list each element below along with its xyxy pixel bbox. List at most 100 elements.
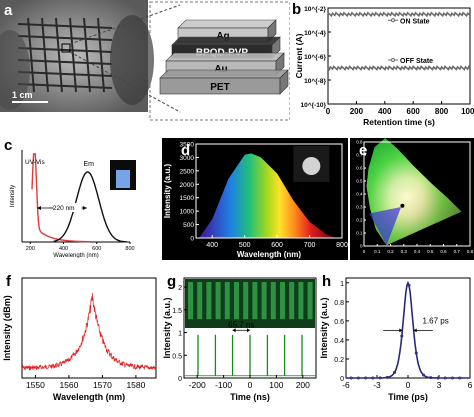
panel-e: 0 0.1 0.2 0.3 0.4 0.5 0.6 0.7 0.8 0 0.1 0.2 0.3 0.4 0.… (350, 138, 474, 260)
x-tick-label: -6 (342, 380, 350, 390)
panel-c: 200 400 600 800 Wavelength (nm) Intensity UV-V… (0, 138, 150, 259)
legend-marker (391, 18, 395, 23)
fwhm-arrow-left-head (399, 328, 403, 333)
chart-h: -6 -3 0 3 6 0 0.2 0.4 0.6 0.8 1 Time (ps) Intensity … (319, 277, 473, 402)
data-point (371, 376, 375, 380)
x-tick-label: 1580 (126, 380, 145, 390)
layer-stack: AgBPQD-PVPAuPET (159, 19, 289, 95)
x-tick-label: 1550 (26, 380, 45, 390)
legend-label: ON State (400, 18, 430, 25)
inset-pulse (307, 282, 313, 320)
panel-label-h: h (322, 273, 332, 290)
x-tick-label: 700 (304, 242, 316, 249)
electrode-line-vertical (69, 17, 77, 93)
y-tick-label: 0 (190, 236, 194, 243)
series-em (53, 171, 127, 243)
x-tick-label: -200 (189, 380, 206, 390)
data-point (443, 376, 447, 380)
panel-label-e: e (359, 142, 368, 159)
y-tick-label: 0.2 (356, 218, 363, 223)
panel-label-g: g (167, 273, 177, 290)
y-axis-label: Intensity (10, 185, 16, 207)
stack-frame (149, 1, 291, 121)
inset-pulse (188, 282, 193, 320)
x-tick-label: 0.7 (454, 249, 461, 254)
y-axis-label: Intensity (a.u.) (163, 164, 172, 219)
plot-frame (195, 143, 343, 239)
inset-pulse (197, 282, 203, 320)
electrode-line-horizontal (17, 83, 113, 89)
chart-e: 0 0.1 0.2 0.3 0.4 0.5 0.6 0.7 0.8 0 0.1 0.2 0.3 0.4 0.… (350, 138, 474, 260)
y-tick-label: 0.6 (334, 319, 344, 326)
inset-pulse (215, 282, 221, 320)
layer-label: PET (210, 82, 229, 93)
annotation-em: Em (83, 161, 94, 168)
shift-arrow-head-right (82, 206, 87, 210)
data-point (422, 373, 426, 377)
x-tick-label: 0.1 (374, 249, 381, 254)
series-on (327, 11, 471, 18)
plot-frame (345, 277, 471, 379)
inset-pulse (289, 282, 295, 320)
y-tick-label: 0 (360, 244, 363, 249)
x-tick-label: 200 (26, 246, 35, 252)
y-tick-label: 0.1 (356, 231, 363, 236)
annotation-shift: ~220 nm (49, 205, 74, 212)
y-tick-label: 0.6 (356, 166, 363, 171)
data-point (356, 376, 360, 380)
data-point (414, 351, 418, 355)
layer-top-face (171, 36, 281, 46)
data-point (385, 375, 389, 379)
electrode-line-vertical (97, 17, 105, 93)
chart-d: 400 500 600 700 800 0 500 1000 1500 2000 2500 3000 3… (162, 138, 348, 260)
y-tick-label: 2500 (180, 168, 195, 175)
x-tick-label: 400 (378, 107, 392, 116)
chart-c: 200 400 600 800 Wavelength (nm) Intensity UV-V… (10, 150, 136, 259)
glove-right (110, 15, 154, 105)
x-tick-label: 800 (336, 242, 348, 249)
series-off (327, 65, 471, 71)
data-point (400, 334, 404, 338)
y-tick-label: 1 (178, 331, 182, 338)
electrode-line-horizontal (17, 59, 113, 65)
legend-marker (391, 58, 395, 62)
x-tick-label: 0 (326, 107, 331, 116)
y-tick-label: 10^{-4} (304, 29, 326, 37)
fwhm-label: 1.67 ps (422, 316, 448, 325)
y-tick-label: 0.8 (334, 300, 344, 307)
x-tick-label: 600 (92, 246, 101, 252)
y-tick-label: 0 (178, 376, 182, 383)
y-tick-label: 0.2 (334, 357, 344, 364)
period-arrow-head-left (232, 328, 236, 333)
y-tick-label: 0.8 (356, 140, 363, 145)
data-point (407, 283, 411, 287)
inset-pulse (234, 282, 239, 320)
x-tick-label: 3 (437, 380, 442, 390)
layer-side-face (279, 69, 289, 95)
electrode-line-horizontal (17, 71, 113, 77)
x-tick-label: 200 (350, 107, 364, 116)
y-tick-label: 0.5 (356, 179, 363, 184)
series-uv-vis (31, 153, 91, 243)
data-point (378, 376, 382, 380)
electrode-line-vertical (55, 17, 63, 93)
panel-g: 65.7 ns -200 -100 0 100 200 0 0.5 1 1.5 2 Time (ns)… (162, 272, 320, 412)
spectrum-trace (21, 292, 157, 371)
shift-arrow-head-left (36, 206, 41, 210)
inset-pulse (280, 282, 285, 320)
y-tick-label: 2 (178, 285, 182, 292)
zoom-box (61, 43, 71, 53)
layer-top-face (159, 69, 289, 79)
y-tick-label: 1.5 (172, 308, 182, 315)
panel-d: 400 500 600 700 800 0 500 1000 1500 2000 2500 3000 3… (162, 138, 348, 260)
x-tick-label: 0.4 (414, 249, 421, 254)
x-tick-label: 0.8 (467, 249, 474, 254)
y-tick-label: 10^{-10} (301, 101, 327, 109)
x-tick-label: 400 (206, 242, 218, 249)
data-point (436, 376, 440, 380)
inset-pulse (206, 282, 212, 320)
electrode-line-horizontal (17, 47, 113, 53)
inset-pulse (270, 282, 276, 320)
y-axis-label: Current (A) (294, 33, 304, 78)
y-axis-label: Intensity (dBm) (2, 295, 12, 361)
